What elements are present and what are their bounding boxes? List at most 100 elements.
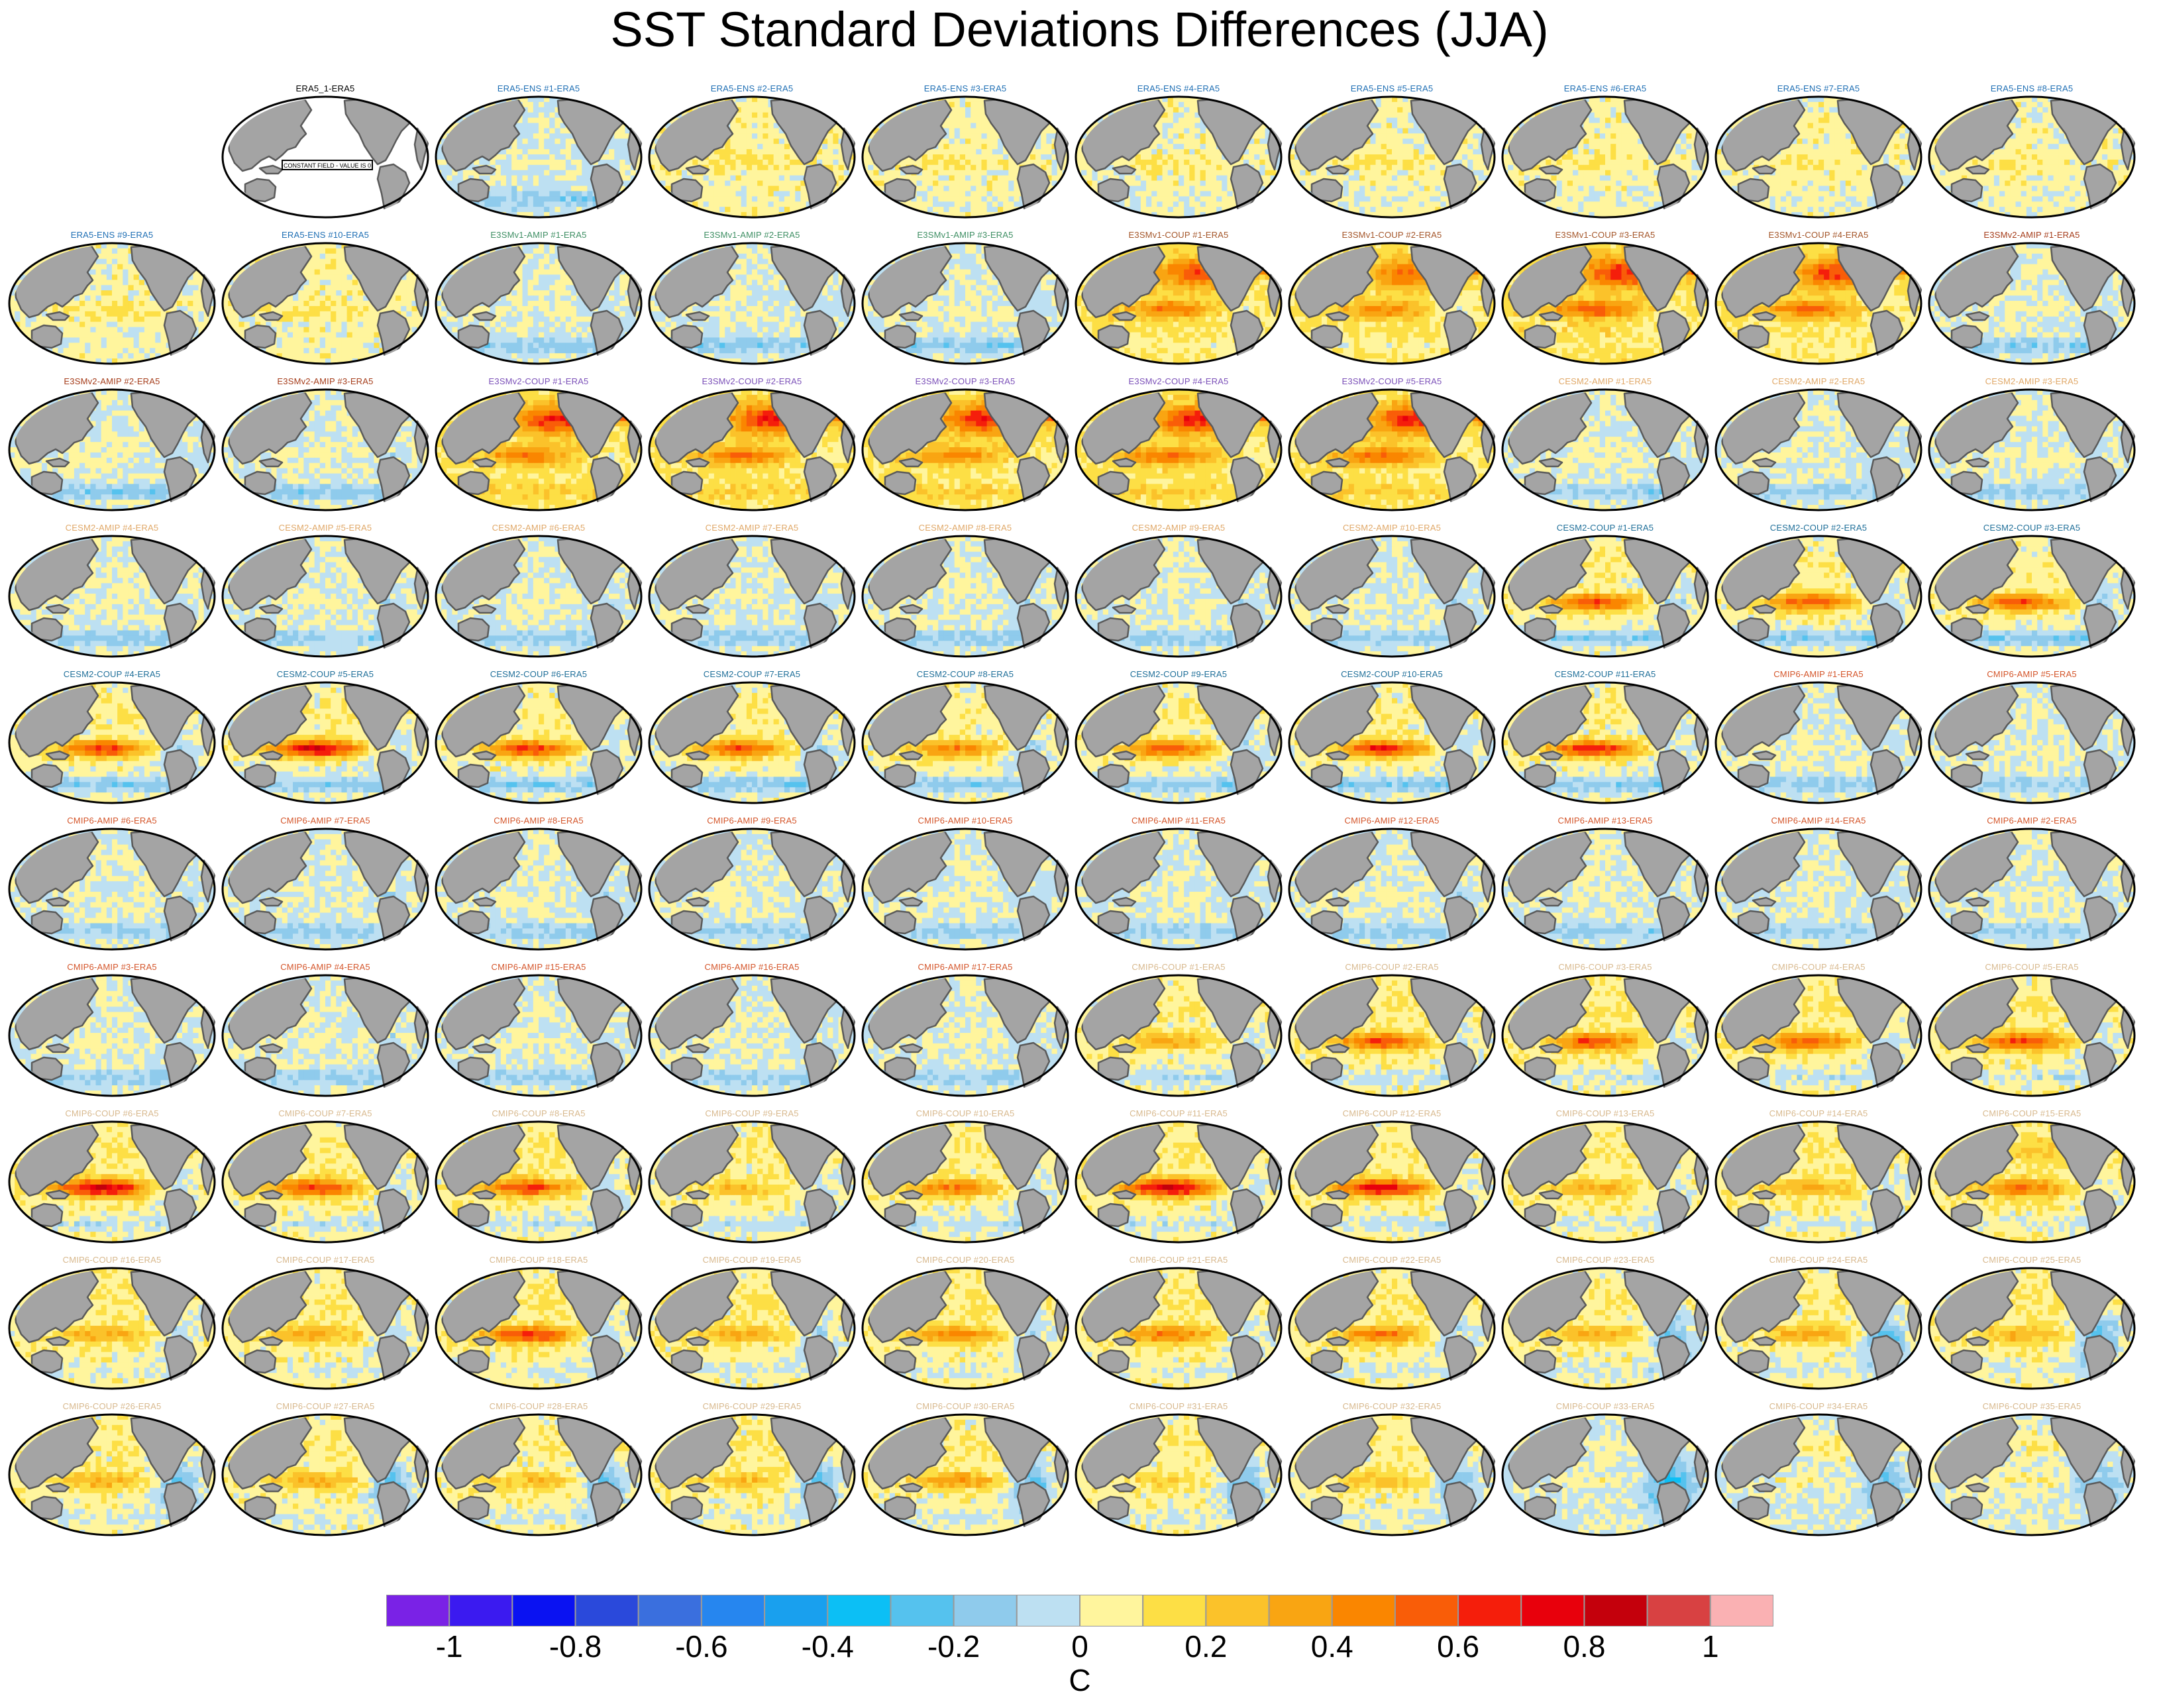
land-mass bbox=[1871, 311, 1903, 364]
land-mass bbox=[1231, 1336, 1263, 1389]
map-panel: CESM2-AMIP #7-ERA5 bbox=[645, 523, 859, 657]
land-mass bbox=[1871, 457, 1903, 510]
land-mass bbox=[591, 896, 623, 949]
panel-label: CESM2-AMIP #6-ERA5 bbox=[432, 523, 645, 533]
land-mass bbox=[1480, 1420, 1496, 1437]
panel-label: CMIP6-COUP #29-ERA5 bbox=[645, 1401, 859, 1412]
map-plot bbox=[1285, 974, 1499, 1098]
map-panel: CESM2-COUP #4-ERA5 bbox=[5, 669, 219, 803]
map-panel: ERA5-ENS #5-ERA5 bbox=[1285, 83, 1499, 217]
land-mass bbox=[1444, 1189, 1476, 1242]
land-mass bbox=[591, 604, 623, 657]
land-mass bbox=[1480, 541, 1496, 559]
panel-label: CMIP6-COUP #35-ERA5 bbox=[1925, 1401, 2138, 1412]
map-plot bbox=[5, 1413, 219, 1538]
map-plot bbox=[5, 535, 219, 659]
chart-title: SST Standard Deviations Differences (JJA… bbox=[0, 0, 2159, 60]
land-mass bbox=[1871, 1189, 1903, 1242]
panel-label: CMIP6-COUP #5-ERA5 bbox=[1925, 962, 2138, 973]
map-panel: CMIP6-COUP #8-ERA5 bbox=[432, 1108, 645, 1242]
map-plot bbox=[1285, 535, 1499, 659]
map-plot bbox=[859, 1413, 1072, 1538]
map-plot bbox=[219, 1267, 432, 1391]
panel-label: CMIP6-AMIP #1-ERA5 bbox=[1712, 669, 1925, 680]
land-mass bbox=[591, 164, 623, 217]
map-plot bbox=[5, 974, 219, 1098]
map-panel: CMIP6-AMIP #15-ERA5 bbox=[432, 962, 645, 1096]
map-plot bbox=[1925, 1267, 2138, 1391]
map-plot bbox=[432, 388, 645, 513]
colorbar-swatch bbox=[1017, 1595, 1080, 1627]
panel-label: E3SMv2-COUP #1-ERA5 bbox=[432, 376, 645, 387]
map-plot bbox=[1925, 95, 2138, 220]
land-mass bbox=[413, 981, 429, 998]
land-mass bbox=[1018, 1482, 1049, 1535]
panel-label: CESM2-AMIP #10-ERA5 bbox=[1285, 523, 1499, 533]
land-mass bbox=[413, 1273, 429, 1291]
map-plot bbox=[1712, 1267, 1925, 1391]
land-mass bbox=[1267, 1127, 1283, 1144]
map-plot bbox=[5, 1267, 219, 1391]
map-panel: CESM2-COUP #10-ERA5 bbox=[1285, 669, 1499, 803]
colorbar-swatch bbox=[576, 1595, 639, 1627]
map-plot bbox=[1925, 388, 2138, 513]
land-mass bbox=[378, 457, 409, 510]
colorbar-swatch bbox=[1458, 1595, 1521, 1627]
panel-label: CMIP6-COUP #23-ERA5 bbox=[1499, 1255, 1712, 1265]
land-mass bbox=[1444, 1482, 1476, 1535]
land-mass bbox=[840, 981, 856, 998]
land-mass bbox=[1693, 541, 1709, 559]
map-plot bbox=[1499, 1267, 1712, 1391]
map-panel: CMIP6-COUP #23-ERA5 bbox=[1499, 1255, 1712, 1389]
panel-label: E3SMv2-COUP #4-ERA5 bbox=[1072, 376, 1285, 387]
land-mass bbox=[1018, 896, 1049, 949]
map-plot bbox=[1285, 1267, 1499, 1391]
panel-label: ERA5-ENS #4-ERA5 bbox=[1072, 83, 1285, 94]
colorbar bbox=[386, 1595, 1773, 1627]
land-mass bbox=[1053, 688, 1069, 705]
panel-label: CMIP6-COUP #21-ERA5 bbox=[1072, 1255, 1285, 1265]
land-mass bbox=[413, 102, 429, 119]
land-mass bbox=[378, 1189, 409, 1242]
land-mass bbox=[378, 1043, 409, 1096]
land-mass bbox=[164, 1336, 196, 1389]
map-plot bbox=[859, 681, 1072, 806]
map-panel: CMIP6-COUP #33-ERA5 bbox=[1499, 1401, 1712, 1535]
map-plot bbox=[1925, 535, 2138, 659]
map-panel: CMIP6-COUP #31-ERA5 bbox=[1072, 1401, 1285, 1535]
panel-label: CMIP6-COUP #15-ERA5 bbox=[1925, 1108, 2138, 1119]
land-mass bbox=[1053, 1127, 1069, 1144]
land-mass bbox=[1231, 311, 1263, 364]
map-panel: ERA5-ENS #4-ERA5 bbox=[1072, 83, 1285, 217]
panel-label: CMIP6-AMIP #5-ERA5 bbox=[1925, 669, 2138, 680]
map-plot bbox=[219, 242, 432, 366]
panel-label: ERA5-ENS #8-ERA5 bbox=[1925, 83, 2138, 94]
panel-label: E3SMv2-AMIP #2-ERA5 bbox=[5, 376, 219, 387]
land-mass bbox=[164, 896, 196, 949]
land-mass bbox=[1907, 102, 1922, 119]
land-mass bbox=[1018, 604, 1049, 657]
land-mass bbox=[1053, 1273, 1069, 1291]
map-panel: CESM2-COUP #9-ERA5 bbox=[1072, 669, 1285, 803]
panel-label: CMIP6-COUP #22-ERA5 bbox=[1285, 1255, 1499, 1265]
map-panel: CMIP6-COUP #3-ERA5 bbox=[1499, 962, 1712, 1096]
land-mass bbox=[413, 395, 429, 412]
map-panel: CESM2-AMIP #8-ERA5 bbox=[859, 523, 1072, 657]
land-mass bbox=[1018, 1336, 1049, 1389]
land-mass bbox=[1693, 1127, 1709, 1144]
map-plot bbox=[1712, 681, 1925, 806]
panel-label: CMIP6-COUP #33-ERA5 bbox=[1499, 1401, 1712, 1412]
panel-label: CESM2-AMIP #5-ERA5 bbox=[219, 523, 432, 533]
land-mass bbox=[413, 1127, 429, 1144]
land-mass bbox=[1907, 248, 1922, 266]
land-mass bbox=[627, 1420, 643, 1437]
land-mass bbox=[2120, 981, 2136, 998]
panel-label: CESM2-COUP #4-ERA5 bbox=[5, 669, 219, 680]
map-panel: CMIP6-AMIP #4-ERA5 bbox=[219, 962, 432, 1096]
panel-label: CMIP6-COUP #27-ERA5 bbox=[219, 1401, 432, 1412]
panel-label: E3SMv2-COUP #3-ERA5 bbox=[859, 376, 1072, 387]
map-plot bbox=[1285, 1120, 1499, 1245]
map-plot bbox=[432, 974, 645, 1098]
map-panel: CMIP6-COUP #12-ERA5 bbox=[1285, 1108, 1499, 1242]
colorbar-swatch bbox=[1143, 1595, 1206, 1627]
